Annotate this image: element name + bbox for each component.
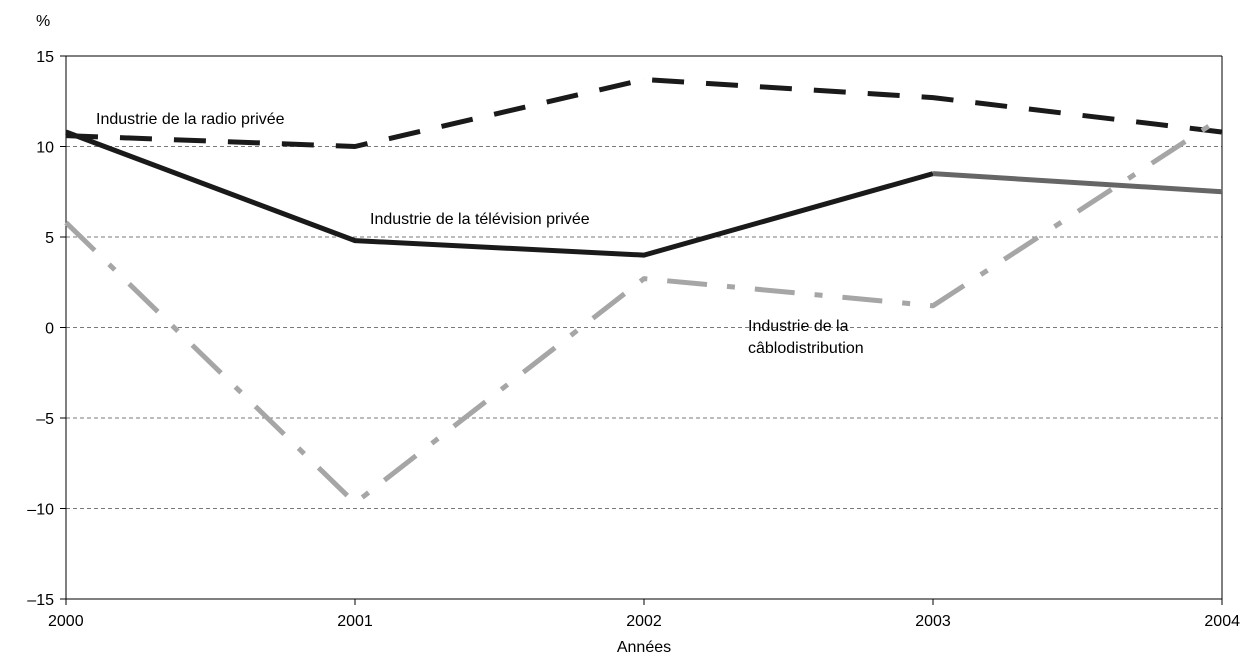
y-tick-label: –15 — [27, 592, 54, 609]
gridlines — [66, 146, 1222, 509]
x-axis-title: Années — [617, 639, 671, 656]
x-tick-label: 2002 — [626, 613, 662, 630]
x-tick-label: 2001 — [337, 613, 373, 630]
series-1-line — [65, 77, 1223, 149]
y-unit-label: % — [36, 13, 50, 30]
y-tick-label: 0 — [45, 321, 54, 338]
series-lines — [64, 77, 1224, 506]
series-label: Industrie de la — [748, 318, 849, 335]
x-tick-label: 2003 — [915, 613, 951, 630]
y-tick-label: 10 — [36, 140, 54, 157]
y-tick-label: –5 — [36, 411, 54, 428]
x-tick-label: 2000 — [48, 613, 84, 630]
series-label: Industrie de la télévision privée — [370, 211, 590, 228]
series-label: câblodistribution — [748, 340, 864, 357]
series-label: Industrie de la radio privée — [96, 111, 285, 128]
series-annotations: Industrie de la radio privée Industrie de… — [96, 111, 864, 357]
y-tick-label: –10 — [27, 502, 54, 519]
series-2-line — [65, 129, 934, 258]
y-tick-label: 5 — [45, 230, 54, 247]
x-tick-labels: 2000 2001 2002 2003 2004 — [48, 599, 1240, 630]
series-3-line — [64, 115, 1224, 506]
series-2-last-segment — [932, 171, 1223, 195]
y-tick-label: 15 — [36, 49, 54, 66]
x-tick-label: 2004 — [1204, 613, 1240, 630]
y-tick-labels: 15 10 5 0 –5 –10 –15 — [27, 49, 66, 609]
